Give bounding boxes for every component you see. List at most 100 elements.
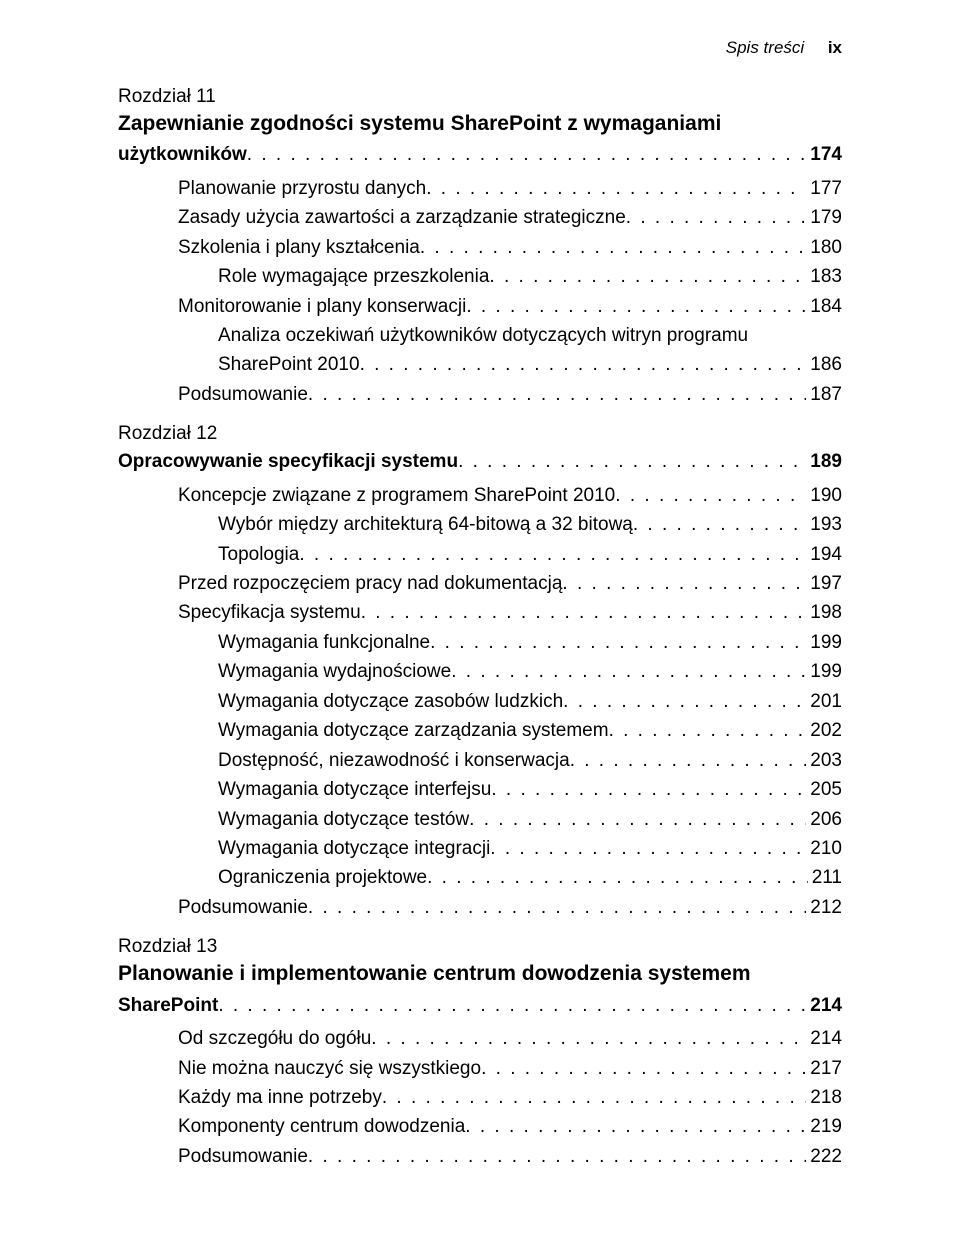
header-title: Spis treści xyxy=(726,38,804,57)
toc-entry-page: 214 xyxy=(806,1024,842,1053)
chapter-11: Rozdział 11 Zapewnianie zgodności system… xyxy=(118,86,842,409)
toc-entry-label: Wybór między architekturą 64-bitową a 32… xyxy=(218,510,633,539)
leader-dots xyxy=(420,233,806,262)
toc-entry-page: 205 xyxy=(806,775,842,804)
toc-entry: Szkolenia i plany kształcenia180 xyxy=(118,233,842,262)
toc-entry-page: 203 xyxy=(806,746,842,775)
toc-entry-page: 199 xyxy=(806,628,842,657)
leader-dots xyxy=(308,1142,806,1171)
toc-entry-page: 212 xyxy=(806,893,842,922)
toc-entry-label: Dostępność, niezawodność i konserwacja xyxy=(218,746,570,775)
leader-dots xyxy=(427,863,808,892)
toc-entry: Zasady użycia zawartości a zarządzanie s… xyxy=(118,203,842,232)
toc-entry-page: 202 xyxy=(806,716,842,745)
toc-entry: Wymagania funkcjonalne 199 xyxy=(118,628,842,657)
toc-entry: Nie można nauczyć się wszystkiego 217 xyxy=(118,1054,842,1083)
chapter-label: Rozdział 12 xyxy=(118,423,842,445)
toc-entry-page: 222 xyxy=(806,1142,842,1171)
chapter-13: Rozdział 13 Planowanie i implementowanie… xyxy=(118,936,842,1171)
leader-dots xyxy=(382,1083,806,1112)
toc-entry-page: 186 xyxy=(806,350,842,379)
toc-entry-page: 211 xyxy=(808,863,842,892)
toc-entry-label: Wymagania funkcjonalne xyxy=(218,628,430,657)
toc-entry: Wymagania dotyczące zasobów ludzkich201 xyxy=(118,687,842,716)
leader-dots xyxy=(218,991,806,1020)
toc-entry-page: 219 xyxy=(806,1112,842,1141)
toc-entry: Koncepcje związane z programem SharePoin… xyxy=(118,481,842,510)
toc-entry: Role wymagające przeszkolenia183 xyxy=(118,262,842,291)
chapter-title-line2: SharePoint 214 xyxy=(118,991,842,1020)
toc-entry-label: Planowanie przyrostu danych xyxy=(178,174,426,203)
chapter-title-line2: użytkowników 174 xyxy=(118,140,842,169)
toc-entry-label: Topologia xyxy=(218,540,299,569)
leader-dots xyxy=(615,481,806,510)
toc-entry-page: 199 xyxy=(806,657,842,686)
toc-entry-label: Każdy ma inne potrzeby xyxy=(178,1083,382,1112)
toc-entry: Przed rozpoczęciem pracy nad dokumentacj… xyxy=(118,569,842,598)
leader-dots xyxy=(247,140,807,169)
toc-entry-label: Przed rozpoczęciem pracy nad dokumentacj… xyxy=(178,569,562,598)
leader-dots xyxy=(308,893,806,922)
toc-entry-label: Wymagania dotyczące testów xyxy=(218,805,469,834)
toc-entry: Podsumowanie 212 xyxy=(118,893,842,922)
leader-dots xyxy=(299,540,806,569)
chapter-12-entries: Koncepcje związane z programem SharePoin… xyxy=(118,481,842,923)
toc-entry: Wybór między architekturą 64-bitową a 32… xyxy=(118,510,842,539)
leader-dots xyxy=(563,687,806,716)
leader-dots xyxy=(491,775,806,804)
toc-entry: Ograniczenia projektowe 211 xyxy=(118,863,842,892)
leader-dots xyxy=(481,1054,806,1083)
leader-dots xyxy=(430,628,806,657)
toc-entry-page: 190 xyxy=(806,481,842,510)
toc-entry: Planowanie przyrostu danych177 xyxy=(118,174,842,203)
toc-entry-label: Wymagania wydajnościowe xyxy=(218,657,451,686)
toc-entry: Wymagania dotyczące testów 206 xyxy=(118,805,842,834)
leader-dots xyxy=(609,716,807,745)
toc-entry-page: 201 xyxy=(806,687,842,716)
leader-dots xyxy=(371,1024,806,1053)
toc-entry-label: Nie można nauczyć się wszystkiego xyxy=(178,1054,481,1083)
toc-entry: Dostępność, niezawodność i konserwacja 20… xyxy=(118,746,842,775)
toc-entry-page: 187 xyxy=(806,380,842,409)
chapter-title-page: 214 xyxy=(806,991,842,1020)
toc-entry-label: Komponenty centrum dowodzenia xyxy=(178,1112,465,1141)
toc-entry: Wymagania dotyczące integracji210 xyxy=(118,834,842,863)
toc-entry-page: 183 xyxy=(806,262,842,291)
toc-entry: Komponenty centrum dowodzenia 219 xyxy=(118,1112,842,1141)
toc-entry: Wymagania dotyczące zarządzania systemem… xyxy=(118,716,842,745)
header-page: ix xyxy=(828,38,842,57)
chapter-13-entries: Od szczegółu do ogółu214Nie można nauczy… xyxy=(118,1024,842,1171)
toc-entry-label: Wymagania dotyczące integracji xyxy=(218,834,490,863)
chapter-title-line1: Zapewnianie zgodności systemu SharePoint… xyxy=(118,110,842,138)
chapter-title-page: 174 xyxy=(806,140,842,169)
leader-dots xyxy=(633,510,806,539)
toc-entry: Podsumowanie222 xyxy=(118,1142,842,1171)
toc-entry-page: 206 xyxy=(806,805,842,834)
running-header: Spis treści ix xyxy=(118,38,842,58)
leader-dots xyxy=(562,569,806,598)
toc-entry-label: Podsumowanie xyxy=(178,893,308,922)
chapter-title-text: użytkowników xyxy=(118,140,247,169)
toc-entry-label: Podsumowanie xyxy=(178,380,308,409)
toc-entry-label: Koncepcje związane z programem SharePoin… xyxy=(178,481,615,510)
toc-entry-label: Specyfikacja systemu xyxy=(178,598,361,627)
toc-entry-page: 217 xyxy=(806,1054,842,1083)
toc-entry-label: Monitorowanie i plany konserwacji xyxy=(178,292,466,321)
leader-dots xyxy=(469,805,806,834)
page: Spis treści ix Rozdział 11 Zapewnianie z… xyxy=(0,0,960,1238)
leader-dots xyxy=(489,262,806,291)
chapter-title: Opracowywanie specyfikacji systemu 189 xyxy=(118,447,842,476)
leader-dots xyxy=(361,598,807,627)
toc-entry-label: Szkolenia i plany kształcenia xyxy=(178,233,420,262)
toc-entry-label: Ograniczenia projektowe xyxy=(218,863,427,892)
toc-entry: SharePoint 2010186 xyxy=(118,350,842,379)
toc-entry-label: Wymagania dotyczące zarządzania systemem xyxy=(218,716,609,745)
leader-dots xyxy=(490,834,806,863)
chapter-title-text: Opracowywanie specyfikacji systemu xyxy=(118,447,458,476)
toc-entry-label: Wymagania dotyczące interfejsu xyxy=(218,775,491,804)
toc-entry-page: 184 xyxy=(806,292,842,321)
leader-dots xyxy=(465,1112,806,1141)
chapter-title-line1: Planowanie i implementowanie centrum dow… xyxy=(118,960,842,988)
leader-dots xyxy=(426,174,806,203)
toc-entry: Wymagania wydajnościowe 199 xyxy=(118,657,842,686)
